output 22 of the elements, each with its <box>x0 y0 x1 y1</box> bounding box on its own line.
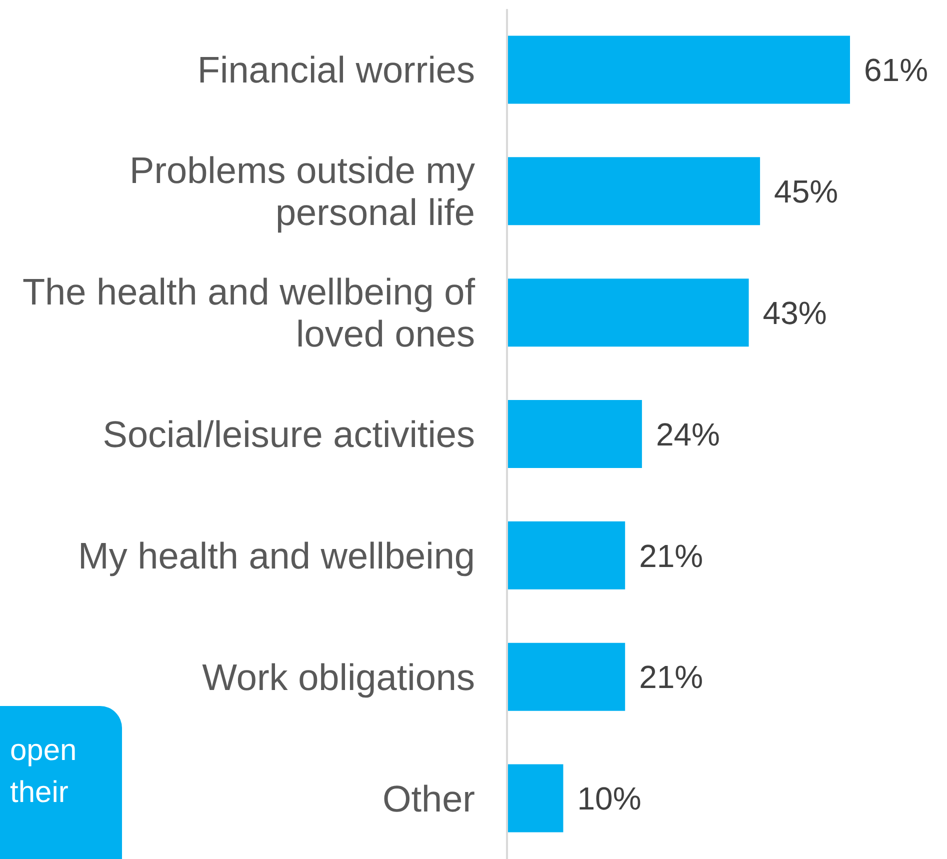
y-tick-label: Work obligations <box>202 656 475 698</box>
bar <box>507 36 850 104</box>
y-tick-label: My health and wellbeing <box>78 534 475 576</box>
callout-box: open their <box>0 706 122 859</box>
y-tick-label: Other <box>382 778 475 819</box>
bar <box>507 157 760 226</box>
bar <box>507 278 749 347</box>
data-label: 61% <box>864 52 928 88</box>
bar <box>507 400 642 468</box>
bar <box>507 764 564 832</box>
data-label: 43% <box>762 294 827 331</box>
data-label: 21% <box>639 538 704 574</box>
data-label: 21% <box>639 659 704 696</box>
data-label: 24% <box>656 416 720 452</box>
data-label: 10% <box>577 780 642 817</box>
bar <box>507 642 626 711</box>
y-tick-label: Financial worries <box>197 49 475 90</box>
y-tick-label: The health and wellbeing of loved ones <box>22 271 476 354</box>
data-label: 45% <box>774 174 838 210</box>
y-tick-label: Social/leisure activities <box>102 414 475 454</box>
bar <box>507 521 626 590</box>
y-tick-label: Problems outside my personal life <box>130 150 476 233</box>
